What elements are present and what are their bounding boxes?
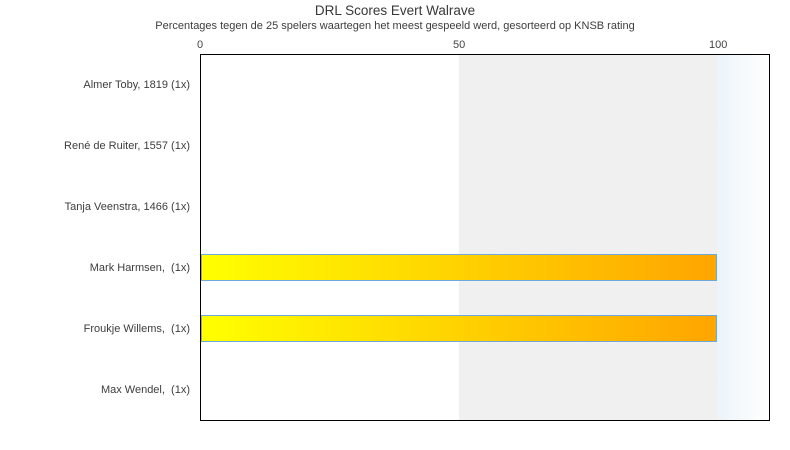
y-axis-labels: Almer Toby, 1819 (1x) René de Ruiter, 155…: [0, 54, 200, 421]
x-axis-ticks: 0 50 100: [196, 39, 770, 52]
plot-area: [200, 54, 770, 421]
chart-subtitle: Percentages tegen de 25 spelers waartege…: [155, 20, 635, 32]
shaded-band-50-100: [459, 55, 718, 420]
x-tick-label: 50: [452, 39, 466, 51]
bar-row: [201, 55, 769, 116]
overflow-fade-band: [717, 55, 769, 420]
y-axis-label: René de Ruiter, 1557 (1x): [64, 139, 190, 152]
bar-row: [201, 116, 769, 177]
y-axis-label: Froukje Willems, (1x): [83, 323, 190, 336]
y-axis-label: Max Wendel, (1x): [100, 384, 190, 397]
chart-title: DRL Scores Evert Walrave: [314, 3, 476, 18]
y-axis-label: Almer Toby, 1819 (1x): [83, 78, 190, 91]
score-bar: [201, 315, 718, 343]
bar-row: [201, 298, 769, 359]
bar-row: [201, 237, 769, 298]
y-axis-label: Tanja Veenstra, 1466 (1x): [64, 200, 190, 213]
score-bar: [201, 254, 718, 282]
bar-row: [201, 359, 769, 420]
x-tick-label: 0: [196, 39, 204, 51]
y-axis-label: Mark Harmsen, (1x): [89, 262, 190, 275]
bar-row: [201, 177, 769, 238]
bar-rows: [201, 55, 769, 420]
x-tick-label: 100: [708, 39, 728, 51]
